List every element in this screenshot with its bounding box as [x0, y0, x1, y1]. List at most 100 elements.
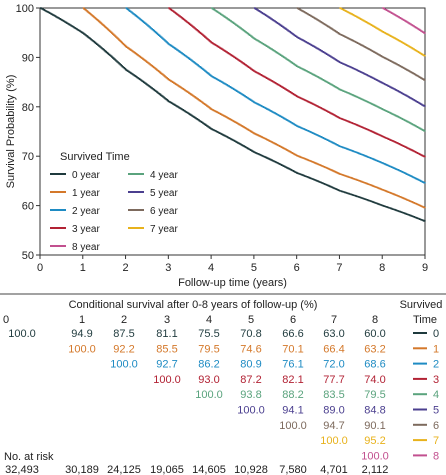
y-tick-label-5: 100	[16, 3, 34, 15]
cell-row4-col7: 83.5	[323, 389, 344, 401]
cell-row0-col3: 81.1	[156, 328, 177, 340]
row-label-8: 8	[433, 450, 439, 462]
survival-curve-8-year	[382, 7, 426, 34]
at-risk-label: No. at risk	[4, 451, 54, 463]
row-label-4: 4	[433, 389, 439, 401]
cell-row2-col2: 100.0	[110, 359, 138, 371]
cell-row3-col6: 82.1	[282, 374, 303, 386]
y-tick-label-0: 50	[22, 250, 34, 262]
column-header-4: 4	[206, 314, 212, 326]
row-label-0: 0	[433, 328, 439, 340]
cell-row6-col7: 94.7	[323, 420, 344, 432]
cell-row4-col6: 88.2	[282, 389, 303, 401]
column-header-0: 0	[3, 314, 9, 326]
cell-row0-col2: 87.5	[113, 328, 134, 340]
cell-row4-col8: 79.5	[364, 389, 385, 401]
table-title: Conditional survival after 0-8 years of …	[69, 299, 318, 311]
cell-row0-col0: 100.0	[8, 328, 36, 340]
x-axis-label: Follow-up time (years)	[178, 277, 287, 289]
cell-row0-col7: 63.0	[323, 328, 344, 340]
y-tick-label-2: 70	[22, 151, 34, 163]
cell-row1-col3: 85.5	[156, 343, 177, 355]
y-tick-label-3: 80	[22, 102, 34, 114]
survived-time-header-line2: Time	[413, 314, 437, 326]
row-label-3: 3	[433, 374, 439, 386]
plot-area: 0 1 2 3 4 5 6 7 8 9 50 60 70 80 90 100	[16, 3, 428, 274]
cell-row3-col3: 100.0	[153, 374, 181, 386]
cell-row4-col4: 100.0	[195, 389, 223, 401]
legend-label-2-year: 2 year	[72, 206, 100, 217]
cell-row2-col6: 76.1	[282, 359, 303, 371]
x-tick-label-8: 8	[379, 262, 385, 274]
survival-curve-5-year	[253, 7, 426, 107]
cell-row3-col4: 93.0	[198, 374, 219, 386]
x-tick-label-7: 7	[336, 262, 342, 274]
cell-row1-col7: 66.4	[323, 343, 344, 355]
cell-row3-col8: 74.0	[364, 374, 385, 386]
cell-row6-col8: 90.1	[364, 420, 385, 432]
at-risk-8: 2,112	[362, 464, 389, 475]
at-risk-6: 7,580	[279, 464, 307, 475]
row-label-7: 7	[433, 435, 439, 447]
survival-chart: 0 1 2 3 4 5 6 7 8 9 50 60 70 80 90 100 Survival Probabi…	[5, 3, 428, 289]
x-tick-label-5: 5	[251, 262, 257, 274]
cell-row0-col6: 66.6	[282, 328, 303, 340]
cell-row1-col6: 70.1	[282, 343, 303, 355]
x-tick-label-1: 1	[80, 262, 86, 274]
cell-row5-col5: 100.0	[237, 405, 265, 417]
cell-row2-col4: 86.2	[198, 359, 219, 371]
cell-row7-col8: 95.2	[364, 435, 385, 447]
survival-curve-2-year	[125, 7, 426, 184]
cell-row0-col8: 60.0	[364, 328, 385, 340]
cell-row2-col3: 92.7	[156, 359, 177, 371]
cell-row2-col7: 72.0	[323, 359, 344, 371]
y-tick-label-1: 60	[22, 201, 34, 213]
cell-row5-col6: 94.1	[282, 405, 303, 417]
cell-row1-col4: 79.5	[198, 343, 219, 355]
column-header-8: 8	[372, 314, 378, 326]
legend-label-8-year: 8 year	[72, 242, 100, 253]
row-label-1: 1	[433, 343, 439, 355]
at-risk-2: 24,125	[107, 464, 141, 475]
cell-row5-col7: 89.0	[323, 405, 344, 417]
at-risk-4: 14,605	[192, 464, 226, 475]
at-risk-5: 10,928	[234, 464, 268, 475]
cell-row1-col8: 63.2	[364, 343, 385, 355]
cell-row1-col5: 74.6	[240, 343, 261, 355]
at-risk-3: 19,065	[150, 464, 184, 475]
cell-row4-col5: 93.8	[240, 389, 261, 401]
x-tick-label-0: 0	[37, 262, 43, 274]
survived-time-header-line1: Survived	[400, 299, 443, 311]
legend: Survived Time 0 year 4 year 1 year 5 year 2 …	[50, 151, 178, 253]
survival-curve-6-year	[296, 7, 426, 81]
x-tick-label-9: 9	[422, 262, 428, 274]
y-tick-label-4: 90	[22, 52, 34, 64]
cell-row6-col6: 100.0	[279, 420, 307, 432]
cell-row1-col1: 100.0	[68, 343, 96, 355]
cell-row0-col5: 70.8	[240, 328, 261, 340]
cell-row3-col5: 87.2	[240, 374, 261, 386]
legend-label-3-year: 3 year	[72, 224, 100, 235]
legend-label-6-year: 6 year	[150, 206, 178, 217]
y-axis-label: Survival Probability (%)	[5, 75, 17, 189]
survival-curve-1-year	[82, 7, 426, 209]
row-label-2: 2	[433, 359, 439, 371]
cell-row7-col7: 100.0	[320, 435, 348, 447]
table-body: 0 1 2 3 4 5 6 7 8 100.0 94.9 87.5 81.1 75.5 70.8 66.6 63…	[3, 314, 439, 475]
cell-row5-col8: 84.8	[364, 405, 385, 417]
legend-label-7-year: 7 year	[150, 224, 178, 235]
cell-row8-col8: 100.0	[361, 450, 389, 462]
column-header-5: 5	[248, 314, 254, 326]
legend-label-0-year: 0 year	[72, 170, 100, 181]
cell-row0-col1: 94.9	[71, 328, 92, 340]
legend-title: Survived Time	[60, 151, 130, 163]
cell-row2-col5: 80.9	[240, 359, 261, 371]
cell-row3-col7: 77.7	[323, 374, 344, 386]
x-tick-label-6: 6	[294, 262, 300, 274]
column-header-3: 3	[164, 314, 170, 326]
at-risk-0: 32,493	[5, 464, 39, 475]
cell-row0-col4: 75.5	[198, 328, 219, 340]
conditional-survival-table: Conditional survival after 0-8 years of …	[0, 293, 446, 475]
column-header-7: 7	[331, 314, 337, 326]
row-label-6: 6	[433, 420, 439, 432]
